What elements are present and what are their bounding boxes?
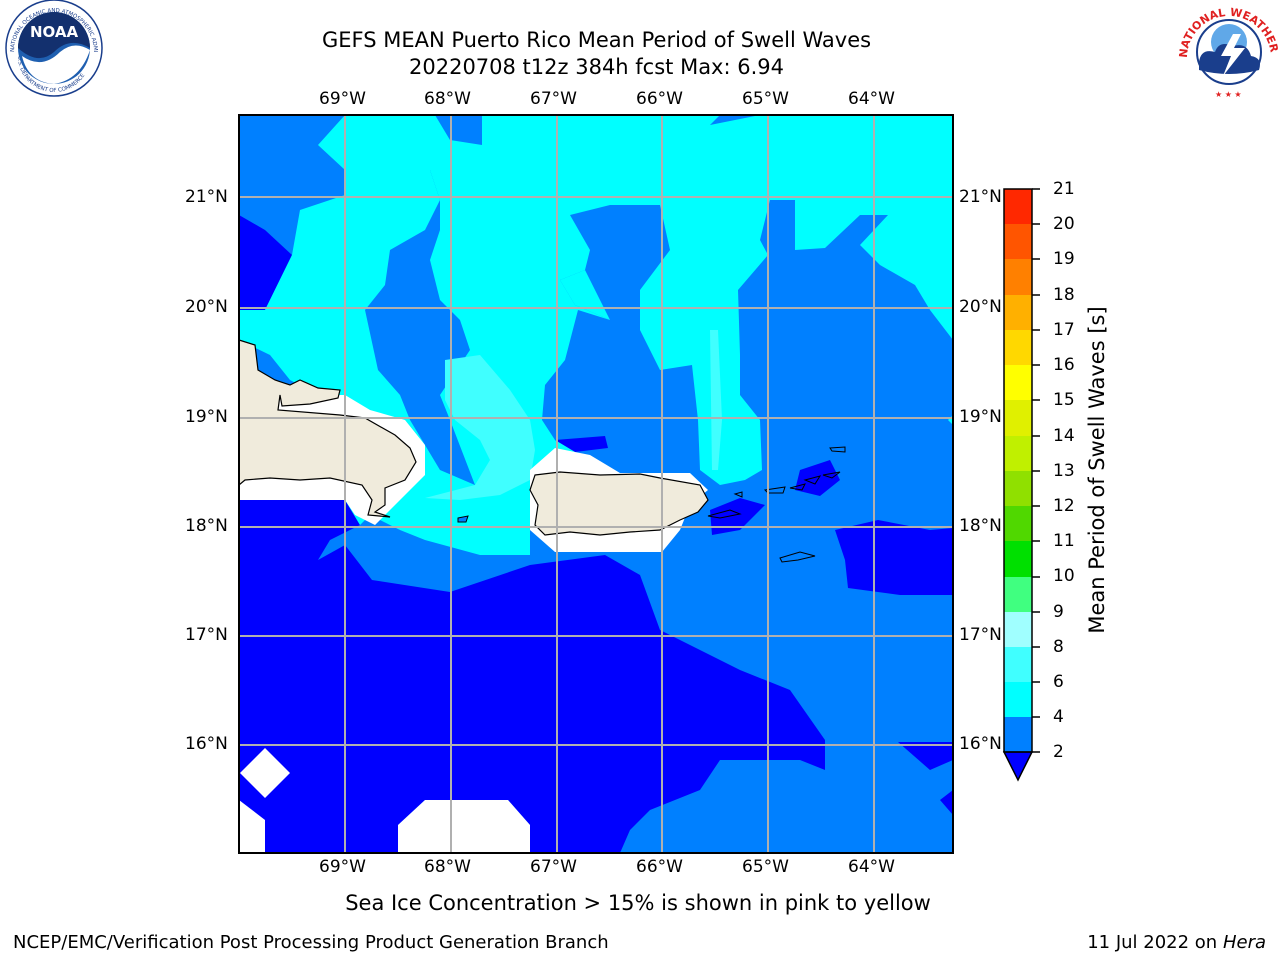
map-title: GEFS MEAN Puerto Rico Mean Period of Swe… (321, 28, 872, 52)
sea-ice-note: Sea Ice Concentration > 15% is shown in … (345, 891, 931, 915)
colorbar-tick: 21 (1053, 179, 1075, 199)
colorbar-tick: 17 (1053, 320, 1075, 340)
colorbar-tick: 14 (1053, 426, 1075, 446)
lat-label-left: 19°N (185, 407, 228, 427)
ocean-below-2-region-south (239, 500, 825, 853)
footer-date-text: 11 Jul 2022 on (1087, 932, 1223, 953)
lat-label-left: 17°N (185, 625, 228, 645)
colorbar-tick: 8 (1053, 637, 1064, 657)
colorbar-tick: 11 (1053, 531, 1075, 551)
lat-label-right: 19°N (959, 407, 1002, 427)
colorbar-tick: 4 (1053, 707, 1064, 727)
lat-label-right: 17°N (959, 625, 1002, 645)
puerto-rico-land (529, 471, 709, 536)
lon-label-top: 65°W (742, 89, 789, 109)
colorbar-tick: 16 (1053, 355, 1075, 375)
lat-label-right: 20°N (959, 297, 1002, 317)
lon-label-top: 64°W (848, 89, 895, 109)
lat-label-left: 16°N (185, 734, 228, 754)
lon-label-bottom: 68°W (424, 857, 471, 877)
lat-label-left: 18°N (185, 516, 228, 536)
colorbar-tick: 19 (1053, 249, 1075, 269)
graticule (239, 115, 953, 853)
footer-credit: NCEP/EMC/Verification Post Processing Pr… (13, 932, 609, 953)
svg-text:★ ★ ★: ★ ★ ★ (1215, 90, 1242, 99)
footer-machine: Hera (1222, 932, 1266, 953)
colorbar-tick: 12 (1053, 496, 1075, 516)
lon-label-bottom: 64°W (848, 857, 895, 877)
lat-label-left: 21°N (185, 187, 228, 207)
contour-field (238, 115, 953, 853)
lat-label-right: 18°N (959, 516, 1002, 536)
colorbar-tick: 18 (1053, 285, 1075, 305)
map-frame (238, 114, 954, 854)
colorbar-label: Mean Period of Swell Waves [s] (1085, 306, 1109, 634)
footer-date: 11 Jul 2022 on Hera (1087, 932, 1266, 953)
ocean-below-2-region-east (835, 520, 953, 595)
lon-label-top: 69°W (319, 89, 366, 109)
ocean-4-6-region-west (239, 115, 530, 555)
ocean-below-2-region-west (239, 215, 292, 310)
lon-label-top: 68°W (424, 89, 471, 109)
lon-label-bottom: 69°W (319, 857, 366, 877)
colorbar-tick: 6 (1053, 672, 1064, 692)
ocean-4-6-region-north (430, 115, 953, 485)
lon-label-bottom: 67°W (530, 857, 577, 877)
lon-label-bottom: 66°W (636, 857, 683, 877)
noaa-logo-text: NOAA (30, 23, 79, 41)
ocean-6-8-region (425, 355, 535, 500)
colorbar-tick: 10 (1053, 566, 1075, 586)
noaa-logo-icon: NATIONAL OCEANIC AND ATMOSPHERIC ADMINIS… (0, 0, 103, 97)
lat-label-right: 21°N (959, 187, 1002, 207)
colorbar-tick: 20 (1053, 214, 1075, 234)
colorbar-tick: 9 (1053, 602, 1064, 622)
lat-label-left: 20°N (185, 297, 228, 317)
colorbar-tick: 2 (1053, 742, 1064, 762)
colorbar-tick: 15 (1053, 390, 1075, 410)
map-subtitle: 20220708 t12z 384h fcst Max: 6.94 (409, 55, 784, 79)
colorbar (1002, 188, 1040, 782)
lat-label-right: 16°N (959, 734, 1002, 754)
lon-label-bottom: 65°W (742, 857, 789, 877)
hispaniola-land (238, 339, 417, 518)
lon-label-top: 66°W (636, 89, 683, 109)
nws-logo-icon: NATIONAL WEATHER SERVICE ★ ★ ★ (1175, 0, 1280, 99)
lon-label-top: 67°W (530, 89, 577, 109)
colorbar-tick: 13 (1053, 461, 1075, 481)
